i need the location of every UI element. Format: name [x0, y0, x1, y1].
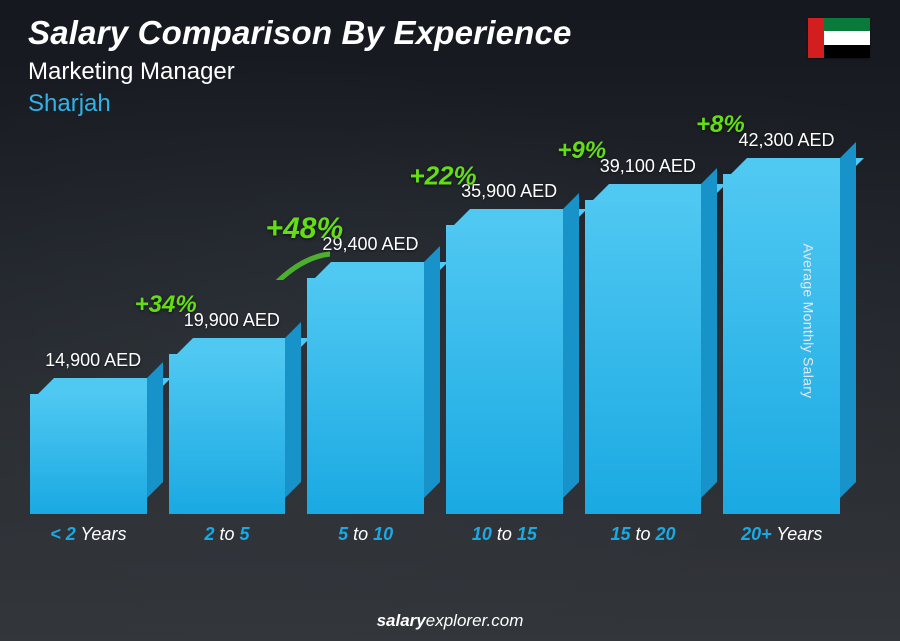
- bar-side-face: [840, 142, 856, 498]
- footer-brand-bold: salary: [377, 611, 426, 630]
- bar-3d: 39,100 AED: [585, 200, 702, 514]
- bar-3d: 35,900 AED: [446, 225, 563, 514]
- footer-brand: salaryexplorer.com: [0, 611, 900, 631]
- bar-wrap: 19,900 AED 2 to 5: [169, 354, 286, 545]
- bar-value-label: 42,300 AED: [738, 130, 834, 151]
- increase-pct-label: +34%: [135, 291, 197, 319]
- y-axis-label: Average Monthly Salary: [801, 243, 817, 398]
- bar-side-face: [424, 246, 440, 498]
- bar-value-label: 14,900 AED: [45, 350, 141, 371]
- job-title: Marketing Manager: [28, 58, 872, 86]
- flag-black-stripe: [824, 45, 871, 58]
- bar-3d: 42,300 AED: [723, 174, 840, 514]
- salary-bar-chart: 14,900 AED < 2 Years 19,900 AED 2 to 5 29,40…: [30, 130, 840, 581]
- bar-category-label: 10 to 15: [472, 524, 537, 545]
- bar-category-label: 2 to 5: [204, 524, 249, 545]
- increase-pct-label: +48%: [266, 212, 344, 246]
- page-title: Salary Comparison By Experience: [28, 14, 872, 52]
- location-label: Sharjah: [28, 90, 872, 118]
- bar-wrap: 29,400 AED 5 to 10: [307, 278, 424, 545]
- bar-3d: 29,400 AED: [307, 278, 424, 514]
- bar-side-face: [147, 362, 163, 498]
- bar-wrap: 35,900 AED 10 to 15: [446, 225, 563, 545]
- bars-container: 14,900 AED < 2 Years 19,900 AED 2 to 5 29,40…: [30, 165, 840, 545]
- uae-flag-icon: [808, 18, 870, 58]
- bar-front: [30, 394, 147, 514]
- bar-wrap: 42,300 AED 20+ Years: [723, 174, 840, 545]
- flag-green-stripe: [824, 18, 871, 31]
- bar-side-face: [285, 322, 301, 498]
- bar-category-label: 15 to 20: [610, 524, 675, 545]
- bar-category-label: 20+ Years: [741, 524, 822, 545]
- footer-brand-rest: explorer.com: [426, 611, 524, 630]
- bar-front: [307, 278, 424, 514]
- bar-front: [169, 354, 286, 514]
- bar-category-label: < 2 Years: [50, 524, 126, 545]
- bar-side-face: [563, 193, 579, 498]
- increase-pct-label: +9%: [557, 137, 606, 165]
- flag-white-stripe: [824, 31, 871, 44]
- flag-red-stripe: [808, 18, 824, 58]
- increase-pct-label: +22%: [409, 161, 476, 192]
- bar-value-label: 19,900 AED: [184, 310, 280, 331]
- bar-side-face: [701, 168, 717, 498]
- flag-hstripes: [824, 18, 871, 58]
- bar-front: [585, 200, 702, 514]
- header: Salary Comparison By Experience Marketin…: [28, 14, 872, 118]
- bar-front: [446, 225, 563, 514]
- bar-category-label: 5 to 10: [338, 524, 393, 545]
- bar-wrap: 14,900 AED < 2 Years: [30, 394, 147, 545]
- bar-front: [723, 174, 840, 514]
- increase-pct-label: +8%: [696, 111, 745, 139]
- bar-3d: 19,900 AED: [169, 354, 286, 514]
- bar-wrap: 39,100 AED 15 to 20: [585, 200, 702, 545]
- bar-value-label: 39,100 AED: [600, 156, 696, 177]
- bar-3d: 14,900 AED: [30, 394, 147, 514]
